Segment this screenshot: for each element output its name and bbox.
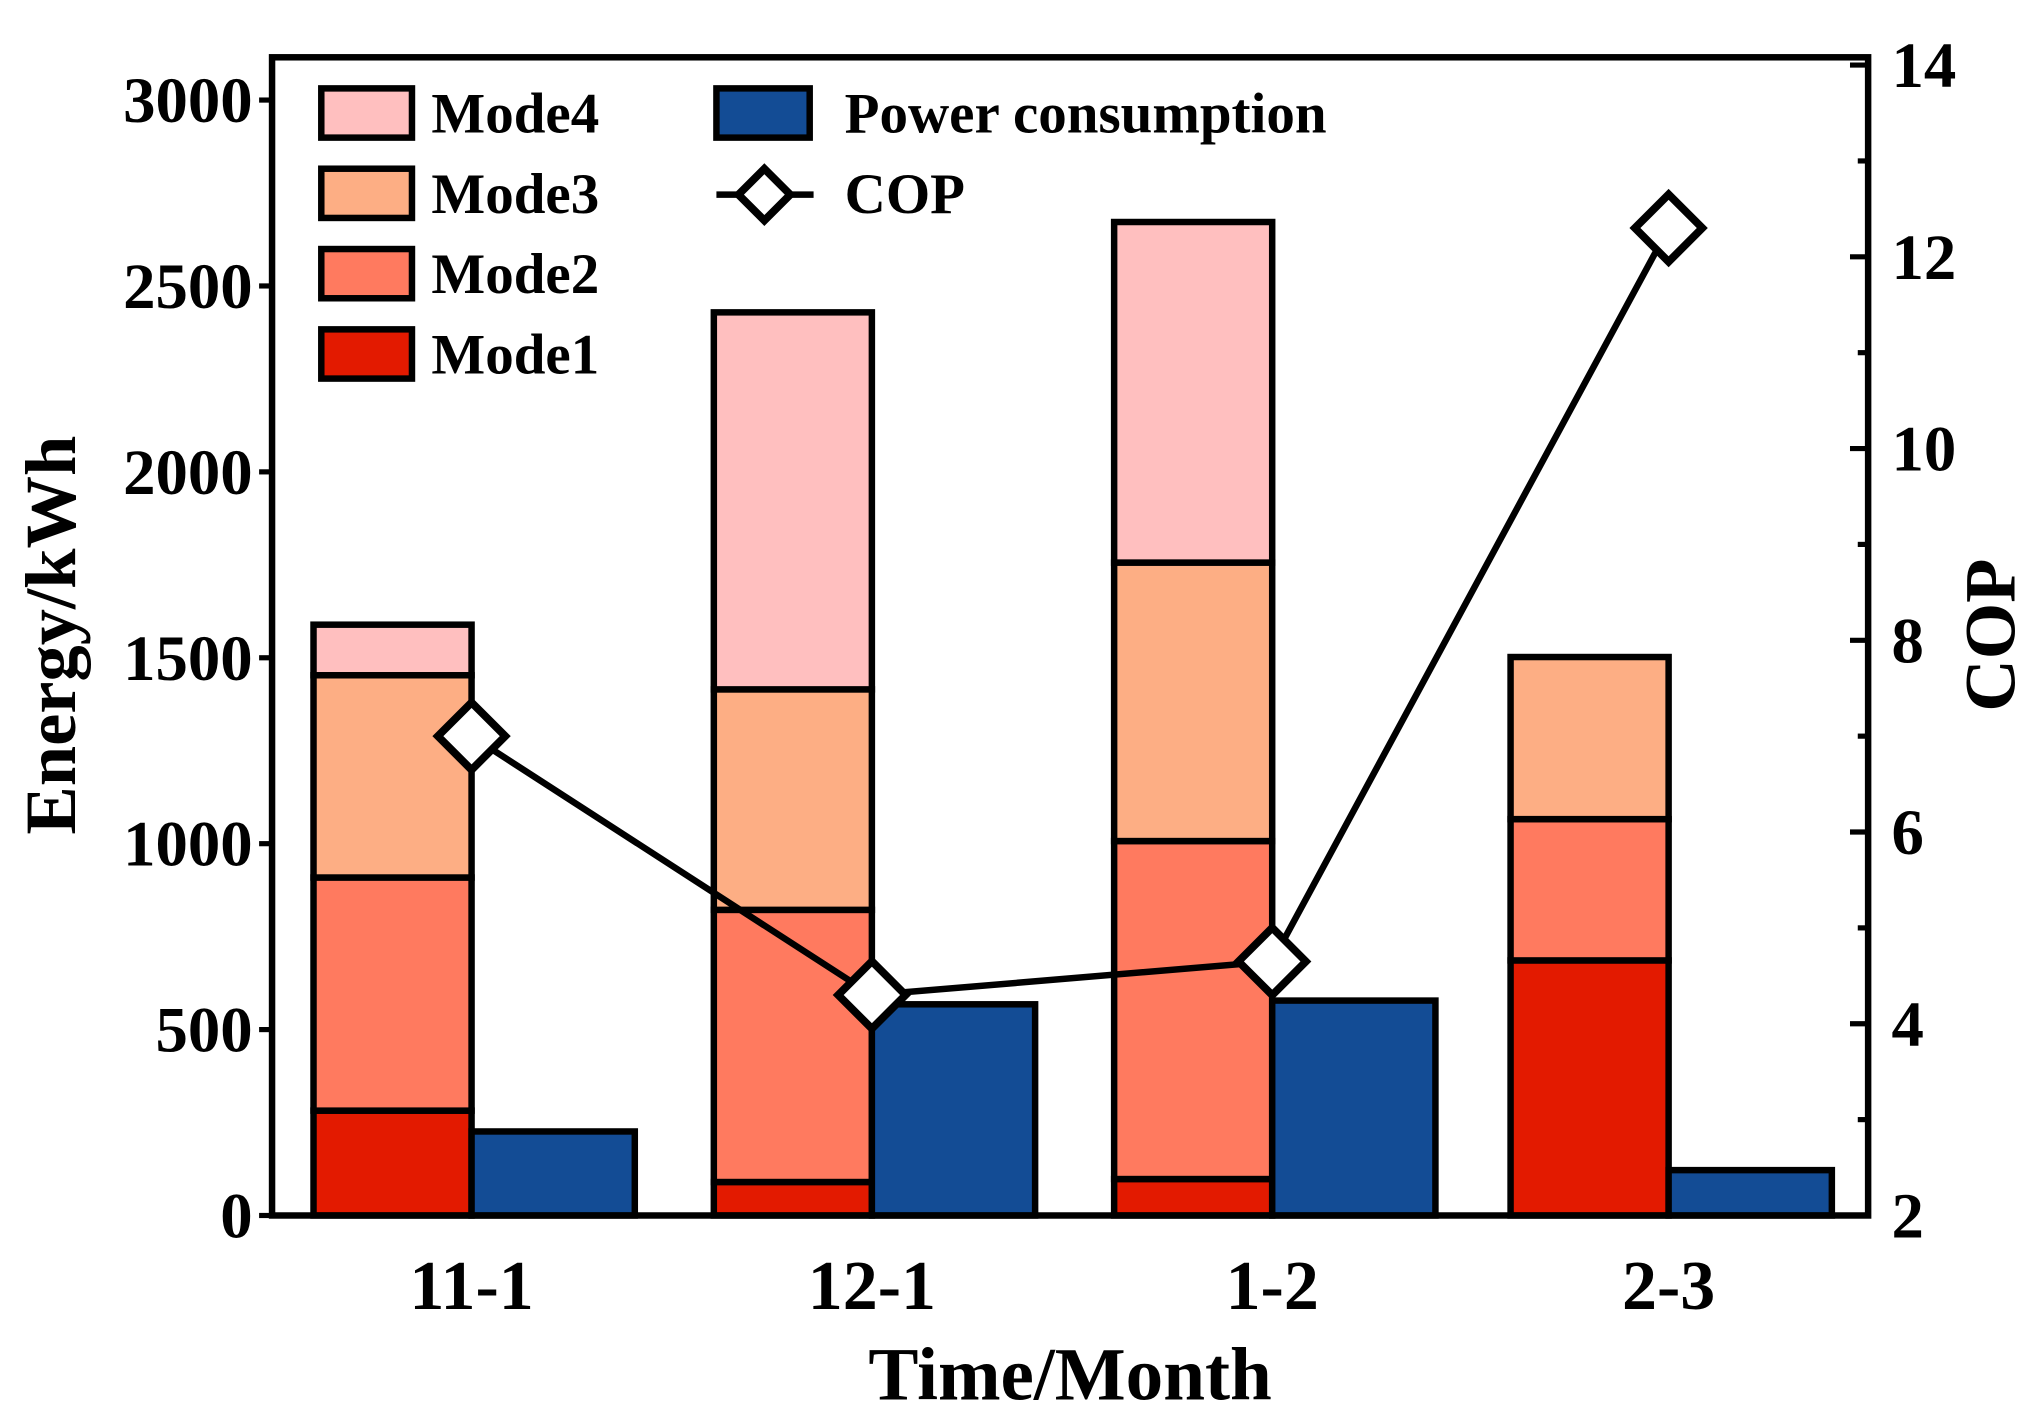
- legend-swatch-power: [713, 85, 813, 141]
- bar-mode2-12-1: [710, 906, 876, 1186]
- bar-power-12-1: [868, 1001, 1039, 1219]
- bar-power-11-1: [468, 1128, 639, 1219]
- legend: Mode4 Mode3 Mode2 Mode1 Power consumption COP: [318, 82, 1327, 386]
- legend-swatch-mode1: [318, 326, 416, 382]
- y2-axis-title: COP: [1950, 559, 2021, 712]
- bar-mode1-11-1: [310, 1107, 475, 1219]
- y2-tick-label: 12: [1891, 222, 1956, 294]
- axes-layer: 11-1 12-1 1-2 2-3 0 500 1000 1500 2000 2500 3000 2 4…: [123, 30, 1956, 1325]
- plot-frame: [268, 54, 1872, 1219]
- bar-mode3-11-1: [310, 672, 475, 881]
- cop-point: [1233, 922, 1312, 1001]
- legend-swatch-mode2: [318, 245, 416, 302]
- y-tick-label: 1500: [123, 623, 253, 695]
- legend-swatch-mode4: [318, 85, 416, 141]
- x-tick-label: 1-2: [1226, 1248, 1319, 1325]
- bar-mode3-1-2: [1110, 559, 1276, 845]
- bar-mode4-12-1: [710, 309, 876, 693]
- y-tick-label: 2500: [123, 251, 253, 323]
- y-tick-label: 3000: [123, 65, 253, 137]
- bar-mode2-11-1: [310, 874, 475, 1114]
- legend-label: COP: [845, 163, 965, 226]
- bar-mode4-11-1: [310, 621, 475, 679]
- legend-label: Mode1: [431, 323, 599, 386]
- legend-label: Mode3: [431, 163, 599, 226]
- y2-tick-label: 10: [1891, 414, 1956, 486]
- bar-mode2-2-3: [1507, 815, 1672, 964]
- bar-mode1-1-2: [1110, 1175, 1276, 1219]
- cop-point: [832, 955, 912, 1035]
- y2-tick-label: 4: [1891, 989, 1923, 1061]
- bar-mode3-2-3: [1507, 653, 1672, 823]
- x-tick-label: 12-1: [808, 1248, 936, 1325]
- y2-tick-label: 14: [1891, 30, 1956, 102]
- x-axis-title: Time/Month: [868, 1333, 1271, 1414]
- legend-label: Mode4: [431, 82, 599, 145]
- y2-tick-label: 6: [1891, 797, 1923, 869]
- bars-layer: [310, 218, 1836, 1219]
- bar-mode4-1-2: [1110, 218, 1276, 566]
- y2-tick-label: 8: [1891, 605, 1923, 677]
- y-tick-label: 2000: [123, 437, 253, 509]
- x-tick-label: 11-1: [409, 1248, 533, 1325]
- bar-mode1-12-1: [710, 1178, 876, 1219]
- legend-swatch-mode3: [318, 165, 416, 222]
- bar-mode1-2-3: [1507, 957, 1672, 1219]
- y-tick-label: 0: [220, 1181, 252, 1253]
- cop-point: [432, 696, 511, 776]
- y-axis-title: Energy/kWh: [10, 436, 91, 835]
- bar-power-2-3: [1665, 1166, 1836, 1219]
- cop-line-layer: [432, 188, 1708, 1035]
- legend-cop-diamond: [732, 163, 796, 227]
- x-tick-label: 2-3: [1622, 1248, 1715, 1325]
- legend-label: Power consumption: [845, 82, 1327, 145]
- cop-line: [469, 226, 1672, 999]
- bar-power-1-2: [1268, 997, 1439, 1219]
- y-tick-label: 500: [155, 995, 252, 1067]
- y-tick-label: 1000: [123, 809, 253, 881]
- cop-point: [1629, 188, 1708, 268]
- legend-label: Mode2: [431, 243, 599, 306]
- bar-mode2-1-2: [1110, 837, 1276, 1183]
- bar-mode3-12-1: [710, 686, 876, 914]
- y2-tick-label: 2: [1891, 1181, 1923, 1253]
